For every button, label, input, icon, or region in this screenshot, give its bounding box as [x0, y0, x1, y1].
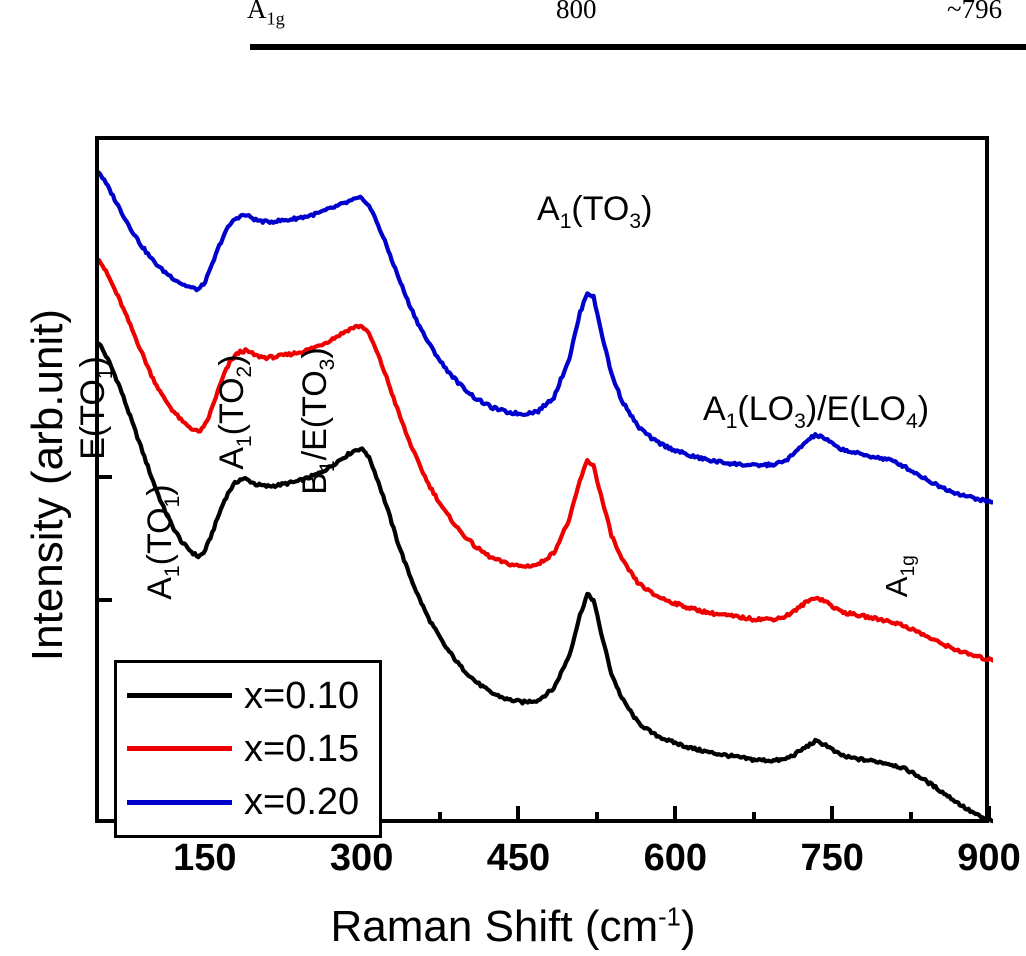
- legend-label-x015: x=0.15: [244, 727, 360, 770]
- annotation-E-TO1: E(TO1): [74, 356, 117, 460]
- y-axis-title: Intensity (arb.unit): [23, 308, 72, 662]
- curve-x020: [99, 170, 993, 505]
- y-tick-major: [97, 598, 112, 602]
- x-tick-label: 900: [957, 837, 1021, 879]
- table-cell-observed: ~796: [947, 0, 1003, 24]
- legend-item[interactable]: x=0.20: [117, 778, 379, 826]
- annotation-A1-TO1: A1(TO1): [141, 484, 184, 600]
- table-fragment: A1g 800 ~796: [0, 0, 1026, 56]
- x-tick-label: 750: [800, 837, 864, 879]
- raman-spectra-figure: Intensity (arb.unit) 150 300 450 600 750 900 …: [0, 56, 1026, 956]
- x-tick-minor: [594, 812, 599, 821]
- x-tick-minor: [438, 812, 443, 821]
- x-tick-major: [673, 806, 678, 821]
- legend-swatch-x020: [127, 799, 232, 805]
- annotation-B1-E-TO3: B1/E(TO3): [296, 347, 339, 495]
- x-tick-label: 450: [486, 837, 551, 879]
- legend: x=0.10 x=0.15 x=0.20: [114, 660, 382, 838]
- curve-x015: [99, 258, 993, 663]
- y-tick-major: [97, 475, 112, 479]
- annotation-A1-TO3: A1(TO3): [537, 190, 653, 233]
- annotation-A1g: A1g: [878, 555, 919, 598]
- x-tick-major: [987, 806, 991, 821]
- legend-swatch-x015: [127, 746, 232, 752]
- table-cell-calculated: 800: [556, 0, 597, 24]
- table-cell-mode: A1g: [247, 0, 285, 29]
- legend-swatch-x010: [127, 693, 232, 699]
- x-tick-minor: [908, 812, 913, 821]
- annotation-A1-LO3-E-LO4: A1(LO3)/E(LO4): [703, 390, 930, 433]
- table-bottom-rule: [250, 44, 1026, 50]
- x-tick-label: 300: [329, 837, 394, 879]
- legend-item[interactable]: x=0.10: [117, 672, 379, 720]
- x-axis-title: Raman Shift (cm-1): [330, 902, 696, 951]
- x-tick-major: [830, 806, 835, 821]
- legend-item[interactable]: x=0.15: [117, 725, 379, 773]
- legend-label-x020: x=0.20: [244, 781, 360, 824]
- x-tick-minor: [751, 812, 756, 821]
- x-tick-label: 600: [643, 837, 708, 879]
- annotation-A1-TO2: A1(TO2): [213, 354, 256, 470]
- spectra-curves: [99, 170, 993, 824]
- x-tick-label: 150: [173, 837, 237, 879]
- legend-label-x010: x=0.10: [244, 674, 360, 717]
- x-tick-major: [516, 806, 521, 821]
- curve-x010: [99, 341, 993, 824]
